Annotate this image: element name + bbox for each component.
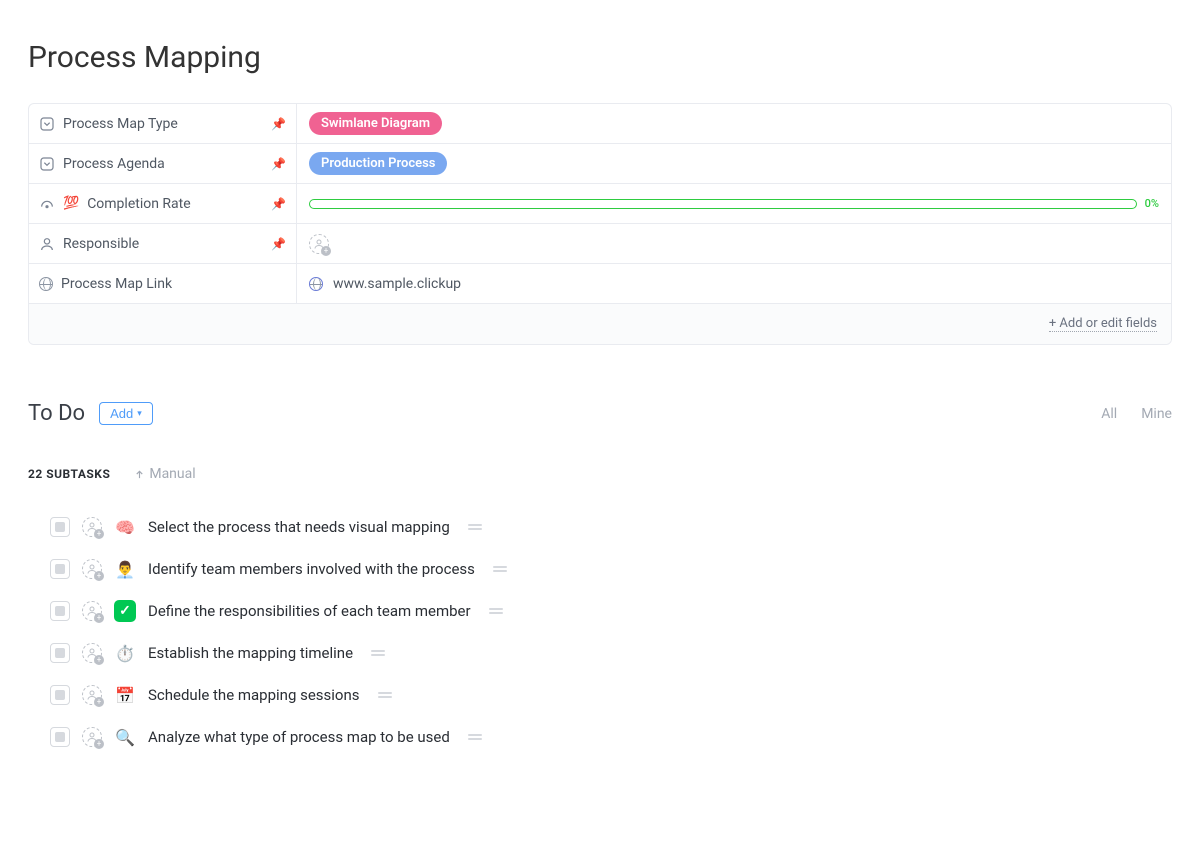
task-row[interactable]: 🧠 Select the process that needs visual ma… — [50, 506, 1172, 548]
sort-label: Manual — [149, 466, 195, 482]
add-assignee-icon[interactable] — [309, 234, 329, 254]
task-title[interactable]: Schedule the mapping sessions — [148, 686, 360, 704]
field-label-text: Completion Rate — [87, 196, 190, 212]
task-row[interactable]: ⏱️ Establish the mapping timeline — [50, 632, 1172, 674]
drag-handle-icon[interactable] — [493, 566, 507, 572]
task-emoji: 🧠 — [114, 516, 136, 538]
person-icon — [39, 236, 55, 252]
task-title[interactable]: Establish the mapping timeline — [148, 644, 353, 662]
task-title[interactable]: Define the responsibilities of each team… — [148, 602, 471, 620]
pin-icon[interactable]: 📌 — [271, 117, 286, 131]
gauge-icon — [39, 196, 55, 212]
task-checkbox[interactable] — [50, 643, 70, 663]
task-emoji: ⏱️ — [114, 642, 136, 664]
sort-manual[interactable]: Manual — [134, 466, 195, 482]
dropdown-icon — [39, 116, 55, 132]
task-add-assignee[interactable] — [82, 559, 102, 579]
add-button[interactable]: Add — [99, 402, 153, 425]
subtask-count: 22 SUBTASKS — [28, 467, 110, 481]
task-title[interactable]: Select the process that needs visual map… — [148, 518, 450, 536]
field-value[interactable] — [297, 224, 1171, 263]
hundred-emoji: 💯 — [63, 196, 79, 211]
drag-handle-icon[interactable] — [468, 524, 482, 530]
task-emoji: 👨‍💼 — [114, 558, 136, 580]
task-emoji: 🔍 — [114, 726, 136, 748]
task-row[interactable]: 🔍 Analyze what type of process map to be … — [50, 716, 1172, 758]
add-edit-fields-link[interactable]: + Add or edit fields — [1049, 316, 1157, 332]
task-add-assignee[interactable] — [82, 685, 102, 705]
task-add-assignee[interactable] — [82, 601, 102, 621]
drag-handle-icon[interactable] — [371, 650, 385, 656]
task-row[interactable]: 👨‍💼 Identify team members involved with t… — [50, 548, 1172, 590]
field-value[interactable]: Swimlane Diagram — [297, 104, 1171, 143]
globe-icon — [309, 277, 323, 291]
dropdown-icon — [39, 156, 55, 172]
field-row-completion-rate: 💯 Completion Rate 📌 0% — [29, 184, 1171, 224]
field-label: Process Agenda 📌 — [29, 144, 297, 183]
field-label: Responsible 📌 — [29, 224, 297, 263]
pin-icon[interactable]: 📌 — [271, 157, 286, 171]
task-list: 🧠 Select the process that needs visual ma… — [28, 506, 1172, 758]
tab-all[interactable]: All — [1101, 406, 1117, 422]
progress-bar[interactable] — [309, 199, 1137, 209]
tab-mine[interactable]: Mine — [1141, 406, 1172, 422]
field-value[interactable]: 0% — [297, 184, 1171, 223]
fields-footer: + Add or edit fields — [29, 304, 1171, 344]
task-title[interactable]: Identify team members involved with the … — [148, 560, 475, 578]
field-label-text: Process Map Link — [61, 276, 172, 292]
progress-percent: 0% — [1145, 197, 1159, 210]
link-text[interactable]: www.sample.clickup — [333, 276, 461, 292]
drag-handle-icon[interactable] — [468, 734, 482, 740]
field-label: Process Map Type 📌 — [29, 104, 297, 143]
field-row-process-agenda: Process Agenda 📌 Production Process — [29, 144, 1171, 184]
task-title[interactable]: Analyze what type of process map to be u… — [148, 728, 450, 746]
field-label: 💯 Completion Rate 📌 — [29, 184, 297, 223]
subtasks-header: 22 SUBTASKS Manual — [28, 466, 1172, 482]
progress-bar-wrap: 0% — [309, 197, 1159, 210]
field-label-text: Process Map Type — [63, 116, 178, 132]
task-row[interactable]: ✓ Define the responsibilities of each tea… — [50, 590, 1172, 632]
task-emoji: 📅 — [114, 684, 136, 706]
field-row-process-map-type: Process Map Type 📌 Swimlane Diagram — [29, 104, 1171, 144]
task-emoji: ✓ — [114, 600, 136, 622]
task-checkbox[interactable] — [50, 559, 70, 579]
tag-production[interactable]: Production Process — [309, 152, 447, 175]
field-value[interactable]: www.sample.clickup — [297, 264, 1171, 303]
pin-icon[interactable]: 📌 — [271, 237, 286, 251]
drag-handle-icon[interactable] — [489, 608, 503, 614]
field-label: Process Map Link — [29, 264, 297, 303]
page-title: Process Mapping — [28, 40, 1172, 75]
custom-fields-box: Process Map Type 📌 Swimlane Diagram Proc… — [28, 103, 1172, 345]
task-checkbox[interactable] — [50, 601, 70, 621]
task-checkbox[interactable] — [50, 517, 70, 537]
todo-filter-tabs: All Mine — [1101, 406, 1172, 422]
todo-header: To Do Add All Mine — [28, 401, 1172, 426]
task-add-assignee[interactable] — [82, 517, 102, 537]
task-add-assignee[interactable] — [82, 643, 102, 663]
field-row-process-map-link: Process Map Link www.sample.clickup — [29, 264, 1171, 304]
task-add-assignee[interactable] — [82, 727, 102, 747]
drag-handle-icon[interactable] — [378, 692, 392, 698]
task-checkbox[interactable] — [50, 727, 70, 747]
add-button-label: Add — [110, 406, 133, 421]
task-row[interactable]: 📅 Schedule the mapping sessions — [50, 674, 1172, 716]
arrow-up-icon — [134, 469, 145, 480]
task-checkbox[interactable] — [50, 685, 70, 705]
field-label-text: Process Agenda — [63, 156, 165, 172]
pin-icon[interactable]: 📌 — [271, 197, 286, 211]
field-row-responsible: Responsible 📌 — [29, 224, 1171, 264]
field-label-text: Responsible — [63, 236, 139, 252]
globe-icon — [39, 277, 53, 291]
todo-heading: To Do — [28, 401, 85, 426]
tag-swimlane[interactable]: Swimlane Diagram — [309, 112, 442, 135]
field-value[interactable]: Production Process — [297, 144, 1171, 183]
